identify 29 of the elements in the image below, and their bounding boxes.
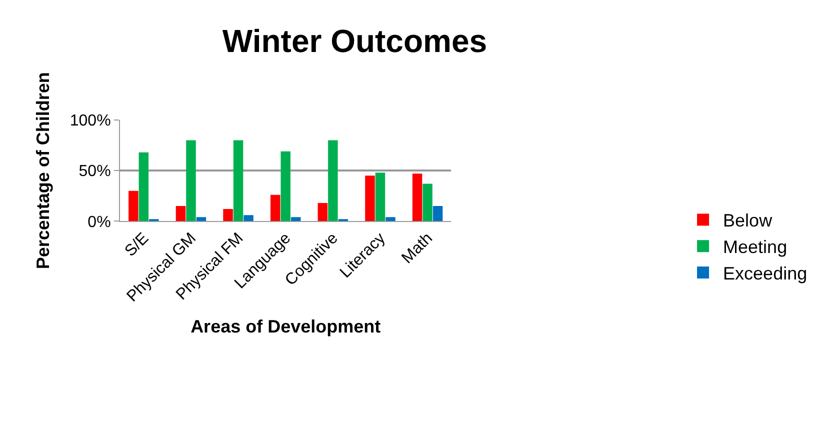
legend-label: Below xyxy=(723,210,774,231)
y-axis-title: Percentage of Children xyxy=(33,72,54,270)
bar xyxy=(128,190,138,222)
legend-label: Meeting xyxy=(723,237,788,258)
y-tick-label: 0% xyxy=(88,214,111,231)
bar xyxy=(270,194,280,222)
bar xyxy=(176,206,186,222)
bar xyxy=(223,209,233,222)
x-tick-label: S/E xyxy=(122,230,152,260)
bar xyxy=(244,215,254,222)
legend-label: Exceeding xyxy=(723,264,808,284)
bar xyxy=(386,217,396,222)
y-tick-label: 100% xyxy=(70,112,111,130)
bar xyxy=(412,174,422,222)
bar xyxy=(318,202,328,222)
bar xyxy=(422,184,432,222)
bar xyxy=(233,140,244,222)
bar xyxy=(196,217,206,222)
bar xyxy=(328,140,338,222)
bar xyxy=(280,151,290,222)
bar xyxy=(432,206,443,222)
y-tick-label: 50% xyxy=(78,163,111,180)
bar xyxy=(186,140,196,222)
bar xyxy=(365,176,375,222)
bar xyxy=(138,152,149,222)
chart-title: Winter Outcomes xyxy=(222,23,488,60)
bar xyxy=(375,172,386,222)
bar xyxy=(290,217,301,222)
x-axis-title: Areas of Development xyxy=(190,316,381,336)
